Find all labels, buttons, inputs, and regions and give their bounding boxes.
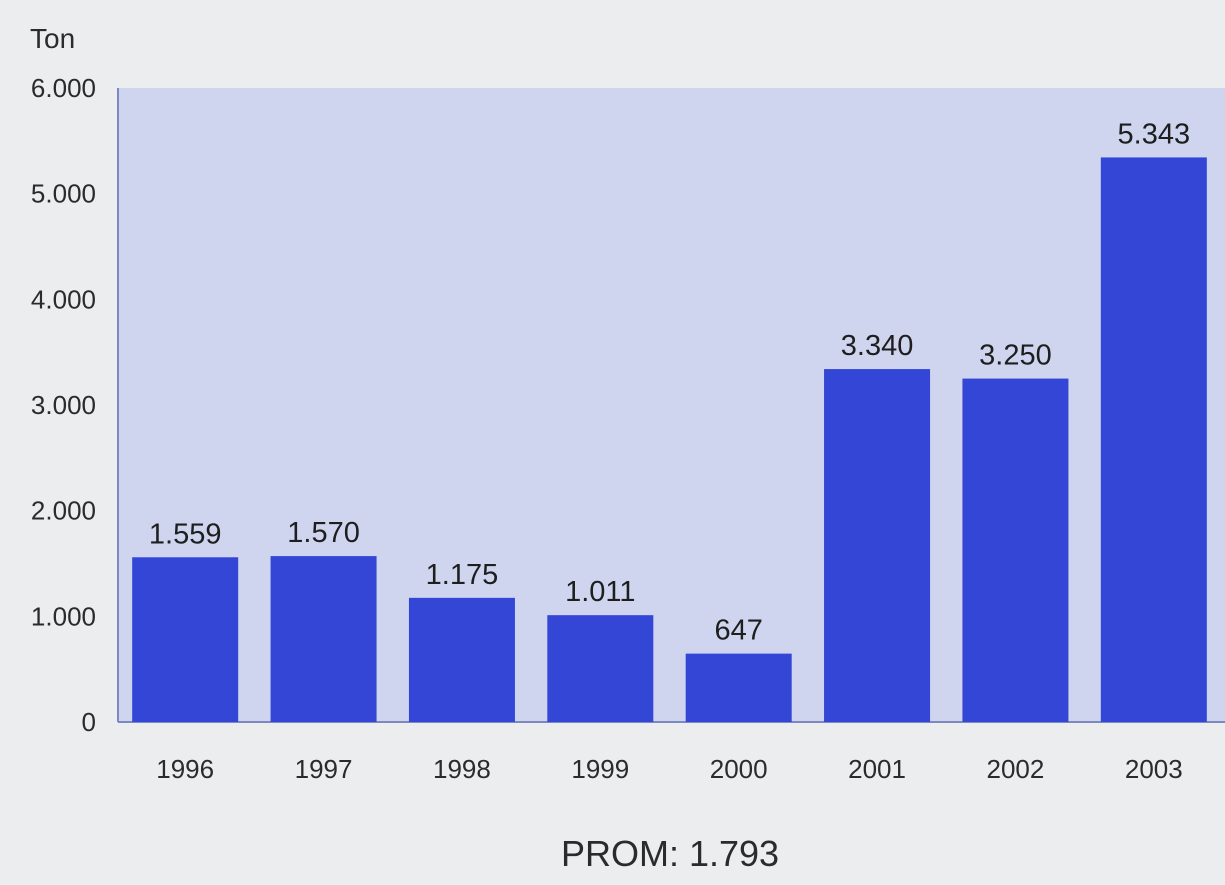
data-label: 3.340 xyxy=(841,330,914,362)
bar xyxy=(685,653,792,722)
average-label: PROM: 1.793 xyxy=(561,833,779,874)
bar xyxy=(824,369,931,722)
x-tick-label: 1997 xyxy=(295,754,353,784)
y-tick-label: 0 xyxy=(82,707,96,737)
x-tick-label: 2001 xyxy=(848,754,906,784)
data-label: 1.559 xyxy=(149,518,222,550)
data-labels: 1.559 1.570 1.175 1.011 647 3.340 3.250 5.343 xyxy=(149,118,1190,646)
y-tick-label: 6.000 xyxy=(31,73,96,103)
bar xyxy=(270,556,377,722)
x-tick-labels: 1996 1997 1998 1999 2000 2001 2002 2003 xyxy=(156,754,1182,784)
data-label: 1.570 xyxy=(287,517,360,549)
y-tick-label: 2.000 xyxy=(31,496,96,526)
data-label: 1.175 xyxy=(426,559,499,591)
x-tick-label: 1998 xyxy=(433,754,491,784)
y-tick-label: 3.000 xyxy=(31,390,96,420)
y-unit-label: Ton xyxy=(30,23,75,54)
bar xyxy=(132,557,239,722)
x-tick-label: 2002 xyxy=(987,754,1045,784)
x-tick-label: 2003 xyxy=(1125,754,1183,784)
data-label: 1.011 xyxy=(565,576,635,608)
y-tick-label: 4.000 xyxy=(31,284,96,314)
bar xyxy=(962,378,1069,722)
data-label: 647 xyxy=(714,615,762,647)
bar xyxy=(1100,157,1207,723)
y-tick-label: 5.000 xyxy=(31,179,96,209)
y-tick-labels: 0 1.000 2.000 3.000 4.000 5.000 6.000 xyxy=(31,73,96,737)
bars xyxy=(132,157,1207,723)
bar xyxy=(547,615,654,722)
x-tick-label: 1999 xyxy=(571,754,629,784)
x-tick-label: 1996 xyxy=(156,754,214,784)
x-tick-label: 2000 xyxy=(710,754,768,784)
data-label: 3.250 xyxy=(979,340,1052,372)
data-label: 5.343 xyxy=(1118,118,1191,150)
y-tick-label: 1.000 xyxy=(31,601,96,631)
bar xyxy=(408,597,515,722)
